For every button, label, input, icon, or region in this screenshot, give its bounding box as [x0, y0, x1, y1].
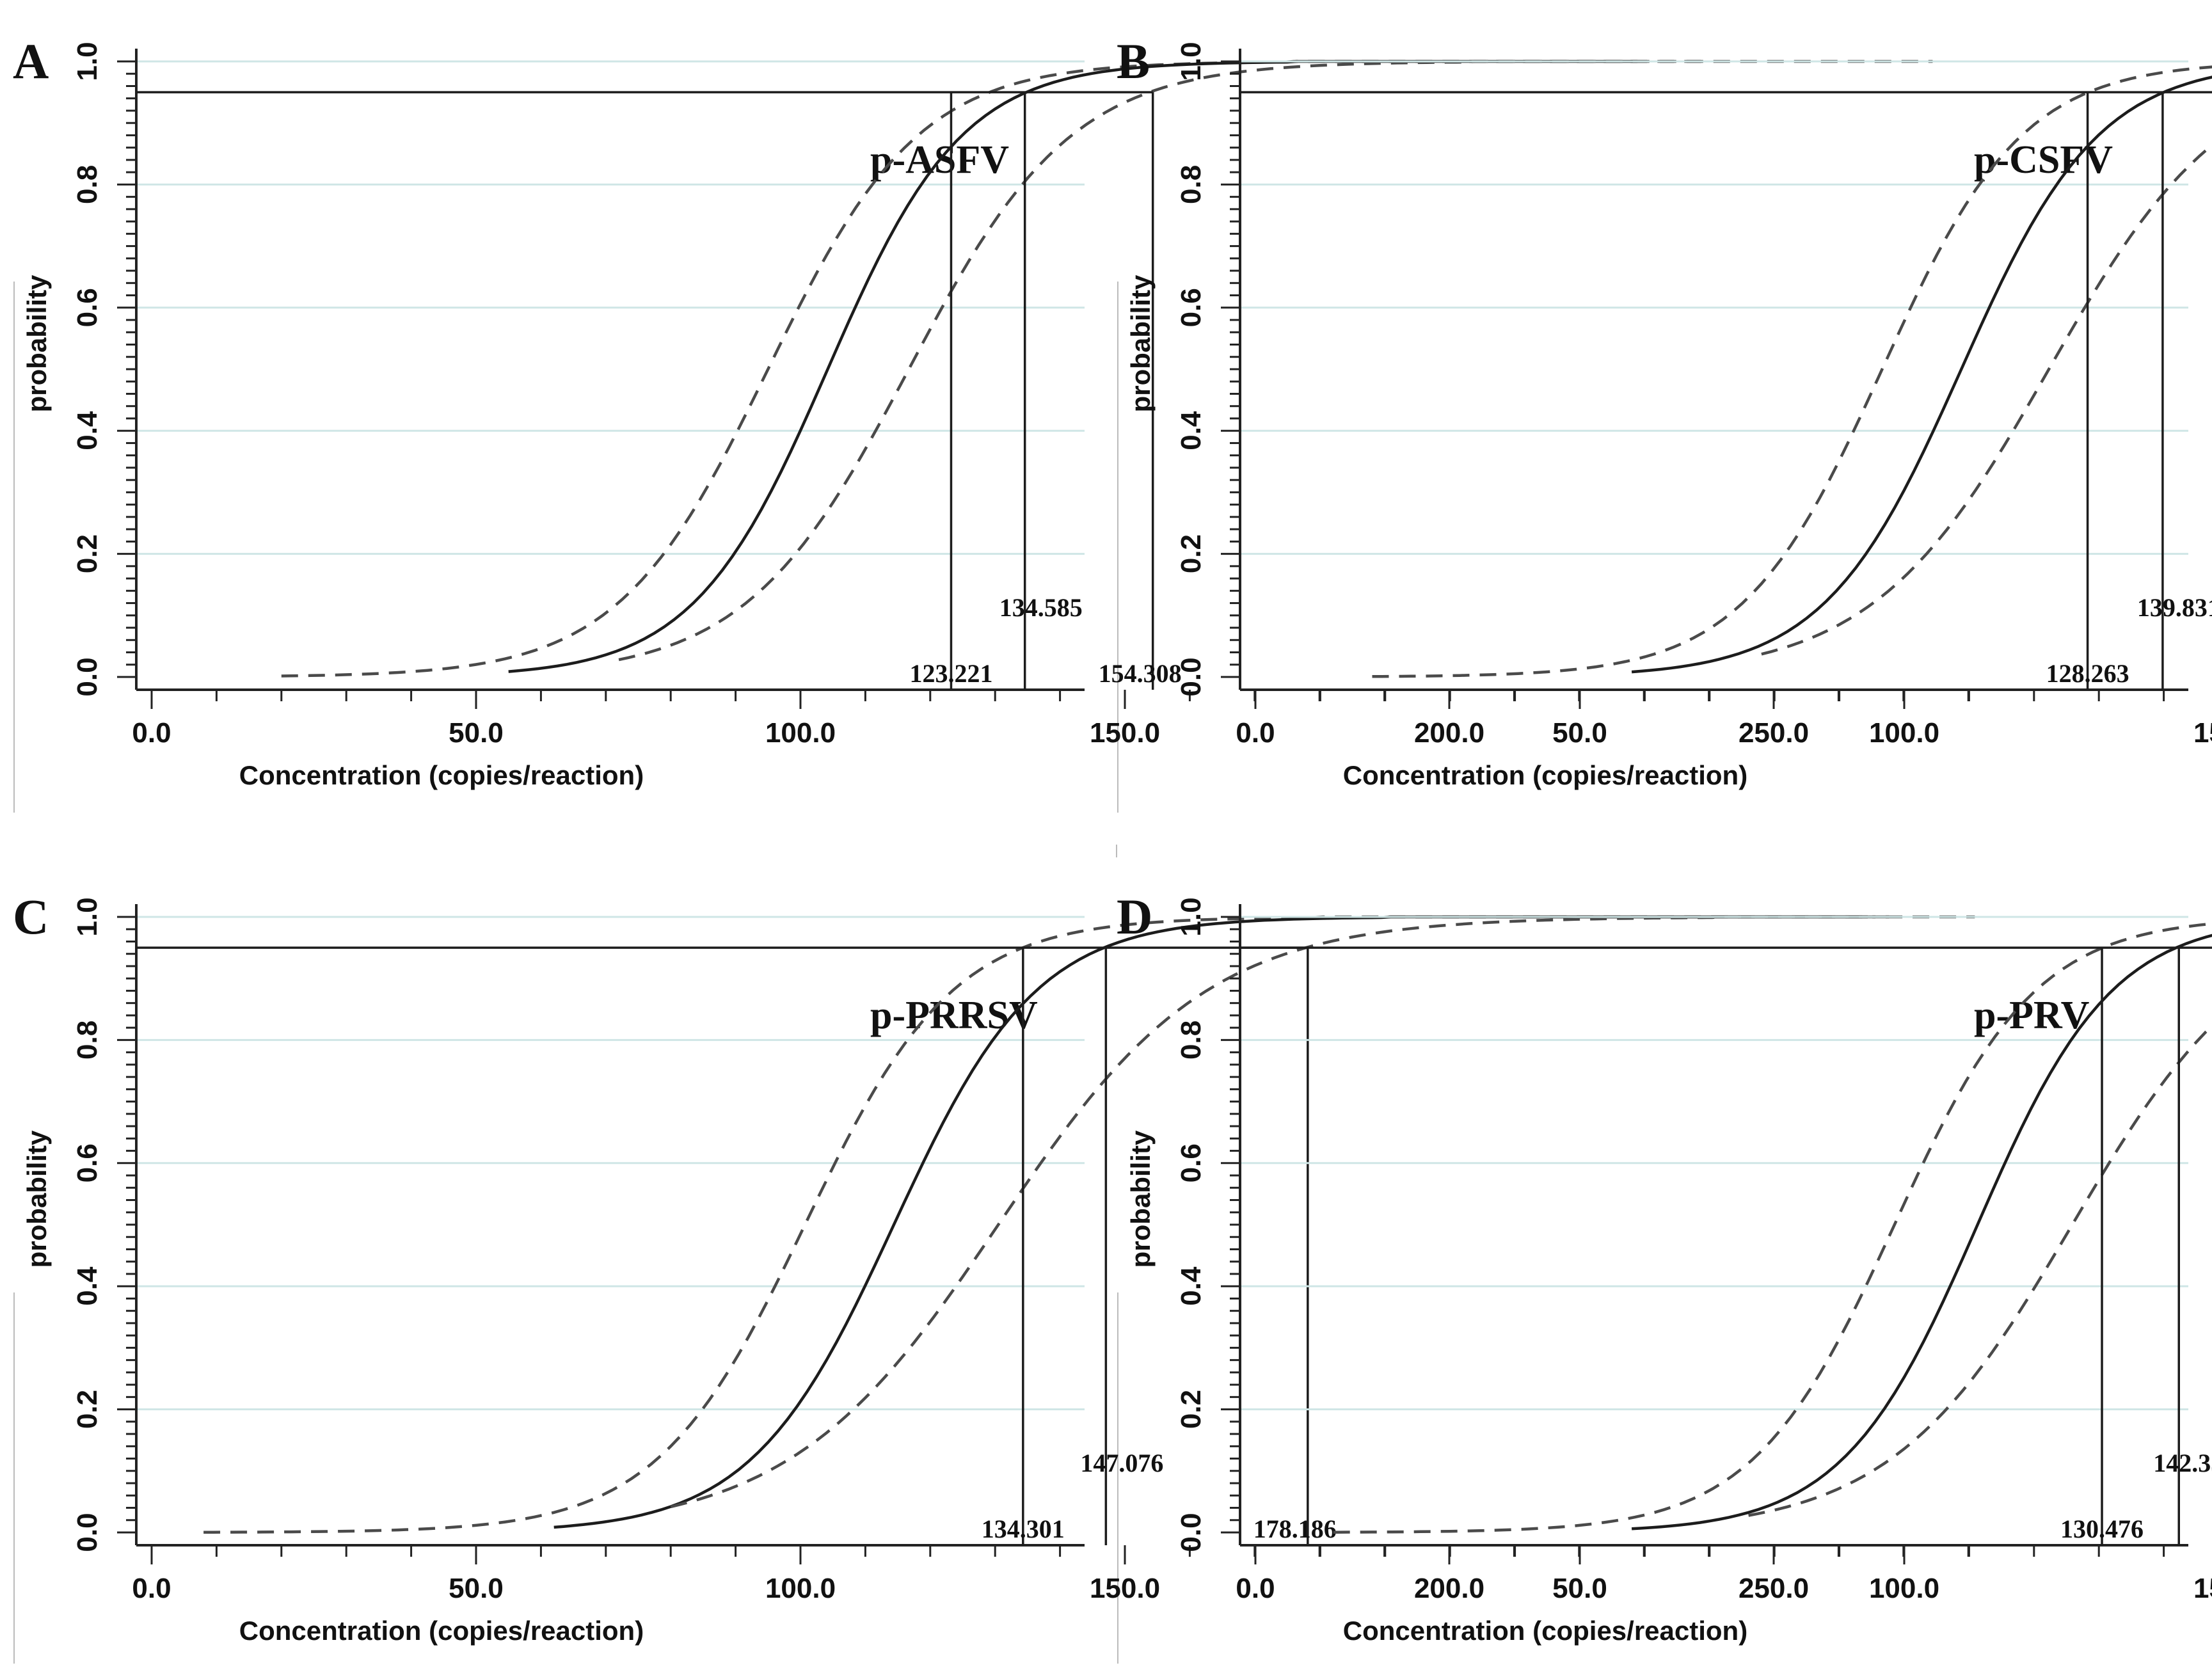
y-tick-label: 0.2	[1175, 534, 1207, 573]
lod-label-estimate: 139.831	[2137, 593, 2212, 622]
x-axis-title: Concentration (copies/reaction)	[1343, 760, 1747, 790]
y-tick-label: 1.0	[1175, 897, 1207, 936]
x-tick-label: 50.0	[449, 717, 504, 749]
panel-title: p-PRV	[1974, 994, 2090, 1037]
chart-panel-d: 0.0 0.2 0.4 0.6 0.8 1.0 0.0 50.0 100.0 150.0 200.0…	[1117, 889, 2212, 1646]
x-tick-label: 150.0	[2193, 1573, 2212, 1604]
y-tick-label: 1.0	[1175, 42, 1207, 81]
x-axis-title: Concentration (copies/reaction)	[239, 760, 644, 790]
probit-curve-estimate	[1631, 934, 2212, 1531]
x-tick-label: 50.0	[1552, 717, 1607, 749]
y-tick-label: 0.8	[72, 1021, 103, 1060]
chart-panel-b: 0.0 0.2 0.4 0.6 0.8 1.0 0.0 50.0 100.0 150.0 200.0…	[1117, 33, 2212, 790]
x-axis-title: Concentration (copies/reaction)	[239, 1616, 644, 1646]
x-tick-label: 0.0	[1236, 717, 1275, 749]
x-tick-label: 250.0	[1739, 717, 1809, 749]
panel-letter: B	[1117, 33, 1150, 89]
y-tick-label: 0.8	[1175, 165, 1207, 204]
x-axis-title: Concentration (copies/reaction)	[1343, 1616, 1747, 1646]
probit-curve-ci	[1761, 143, 2212, 656]
y-tick-label: 0.0	[72, 1513, 103, 1552]
y-tick-label: 0.0	[72, 657, 103, 696]
y-tick-label: 0.8	[1175, 1021, 1207, 1060]
y-axis-title: probability	[1126, 274, 1156, 412]
y-axis-title: probability	[22, 274, 52, 412]
x-tick-label: 50.0	[449, 1573, 504, 1604]
lod-label-estimate: 142.331	[2153, 1449, 2212, 1477]
chart-panel-c: 0.0 0.2 0.4 0.6 0.8 1.0 0.0 50.0 100.0 150.0 200.0…	[13, 889, 1975, 1646]
y-tick-label: 0.4	[72, 411, 103, 450]
y-tick-label: 0.2	[72, 1390, 103, 1429]
x-tick-label: 0.0	[132, 1573, 171, 1604]
x-tick-label: 100.0	[1869, 1573, 1939, 1604]
y-tick-label: 1.0	[72, 42, 103, 81]
panel-letter: C	[13, 889, 49, 944]
y-tick-label: 0.4	[1175, 1266, 1207, 1306]
y-tick-label: 0.4	[1175, 411, 1207, 450]
lod-label-lower: 123.221	[909, 659, 992, 688]
x-tick-label: 100.0	[765, 1573, 836, 1604]
y-tick-label: 0.2	[1175, 1390, 1207, 1429]
chart-panel-a: 0.0 0.2 0.4 0.6 0.8 1.0 0.0 50.0 100.0 150.0 200.0…	[13, 33, 1969, 790]
x-tick-label: 0.0	[132, 717, 171, 749]
y-axis-title: probability	[1126, 1130, 1156, 1268]
x-tick-label: 100.0	[765, 717, 836, 749]
y-tick-label: 0.6	[72, 288, 103, 327]
probit-curve-ci	[1333, 922, 2212, 1534]
y-axis-title: probability	[22, 1130, 52, 1268]
y-tick-label: 0.6	[72, 1143, 103, 1182]
y-tick-label: 0.0	[1175, 1513, 1207, 1552]
lod-label-upper: 154.308	[1099, 659, 1182, 688]
panel-title: p-PRRSV	[870, 994, 1038, 1037]
lod-label-estimate: 147.076	[1080, 1449, 1163, 1477]
lod-label-estimate: 134.585	[999, 593, 1083, 622]
x-tick-label: 200.0	[1414, 1573, 1484, 1604]
x-tick-label: 250.0	[1739, 1573, 1809, 1604]
x-tick-label: 150.0	[1090, 717, 1160, 749]
y-tick-label: 0.0	[1175, 657, 1207, 696]
x-tick-label: 200.0	[1414, 717, 1484, 749]
lod-label-lower: 130.476	[2060, 1515, 2144, 1543]
x-tick-label: 100.0	[1869, 717, 1939, 749]
panel-title: p-CSFV	[1974, 138, 2113, 182]
x-tick-label: 0.0	[1236, 1573, 1275, 1604]
x-tick-label: 150.0	[1090, 1573, 1160, 1604]
x-tick-label: 150.0	[2193, 717, 2212, 749]
x-tick-label: 50.0	[1552, 1573, 1607, 1604]
y-tick-label: 0.6	[1175, 288, 1207, 327]
lod-label-lower: 128.263	[2046, 659, 2129, 688]
y-tick-label: 0.8	[72, 165, 103, 204]
probit-curve-estimate	[1631, 76, 2212, 674]
y-tick-label: 1.0	[72, 897, 103, 936]
lod-label-upper: 178.186	[1253, 1515, 1337, 1543]
panel-letter: A	[13, 33, 49, 89]
panel-letter: D	[1117, 889, 1152, 944]
y-tick-label: 0.2	[72, 534, 103, 573]
y-tick-label: 0.6	[1175, 1143, 1207, 1182]
y-tick-label: 0.4	[72, 1266, 103, 1306]
lod-label-lower: 134.301	[982, 1515, 1065, 1543]
